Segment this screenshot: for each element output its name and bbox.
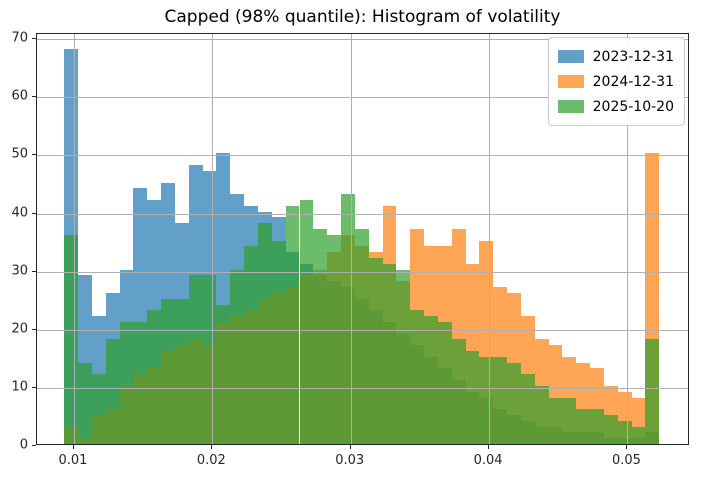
histogram-bar-2025-10-20-bin10	[202, 275, 217, 444]
histogram-bar-2025-10-20-bin13	[244, 246, 258, 444]
histogram-bar-2025-10-20-bin25	[410, 310, 425, 444]
histogram-bar-2025-10-20-bin40	[617, 420, 632, 444]
histogram-bar-2025-10-20-bin2	[91, 374, 106, 444]
y-tick-mark-20	[32, 328, 36, 330]
y-tick-label-10: 10	[11, 379, 28, 395]
histogram-bar-2025-10-20-bin12	[230, 269, 245, 444]
y-tick-mark-0	[32, 445, 36, 446]
histogram-bar-2025-10-20-bin38	[590, 409, 604, 444]
histogram-bar-2025-10-20-bin41	[631, 426, 646, 444]
histogram-bar-2025-10-20-bin34	[534, 385, 549, 444]
histogram-bar-2025-10-20-bin30	[479, 356, 494, 444]
y-tick-label-30: 30	[11, 263, 28, 279]
histogram-bar-2025-10-20-bin19	[327, 234, 341, 444]
x-tick-mark-0.01	[72, 445, 74, 449]
legend-item-2023-12-31: 2023-12-31	[557, 44, 674, 69]
histogram-bar-2025-10-20-bin16	[285, 205, 300, 444]
histogram-bar-2025-10-20-bin39	[603, 414, 618, 444]
histogram-bar-2025-10-20-bin24	[396, 269, 411, 444]
legend: 2023-12-31 2024-12-31 2025-10-20	[547, 37, 685, 126]
x-tick-label-0.03: 0.03	[335, 453, 365, 468]
y-tick-label-50: 50	[11, 146, 28, 162]
y-tick-mark-50	[32, 154, 36, 156]
histogram-bar-2025-10-20-bin0	[64, 234, 79, 444]
histogram-bar-2025-10-20-bin33	[520, 374, 535, 444]
histogram-bar-2025-10-20-bin18	[313, 229, 328, 444]
histogram-bar-2025-10-20-bin14	[257, 223, 272, 444]
histogram-bar-2025-10-20-bin7	[161, 298, 175, 444]
y-tick-label-40: 40	[11, 205, 28, 221]
histogram-bar-2025-10-20-bin1	[78, 362, 92, 444]
histogram-bar-2025-10-20-bin21	[354, 229, 369, 444]
histogram-bar-2025-10-20-bin26	[424, 316, 438, 444]
y-tick-mark-60	[32, 96, 36, 98]
x-tick-label-0.05: 0.05	[611, 453, 641, 468]
legend-label: 2023-12-31	[592, 48, 674, 65]
histogram-bar-2025-10-20-bin42	[645, 339, 660, 444]
y-tick-label-0: 0	[19, 437, 28, 453]
histogram-bar-2025-10-20-bin27	[437, 321, 452, 444]
y-tick-label-20: 20	[11, 321, 28, 337]
histogram-bar-2025-10-20-bin32	[507, 362, 521, 444]
legend-label: 2025-10-20	[592, 98, 674, 115]
y-tick-label-60: 60	[11, 88, 28, 104]
legend-swatch-2024-12-31	[557, 75, 584, 88]
histogram-bar-2025-10-20-bin8	[174, 298, 189, 444]
histogram-bar-2025-10-20-bin22	[368, 258, 383, 444]
histogram-bar-2025-10-20-bin9	[188, 275, 203, 444]
x-tick-mark-0.04	[488, 445, 490, 449]
histogram-bar-2025-10-20-bin15	[271, 240, 286, 444]
x-tick-label-0.01: 0.01	[58, 453, 88, 468]
histogram-bar-2025-10-20-bin23	[382, 263, 397, 444]
legend-swatch-2023-12-31	[557, 50, 584, 63]
x-tick-mark-0.02	[211, 445, 213, 449]
histogram-bar-2025-10-20-bin4	[119, 321, 134, 444]
x-tick-mark-0.03	[349, 445, 351, 449]
histogram-bar-2025-10-20-bin11	[216, 304, 231, 444]
histogram-bar-2025-10-20-bin20	[341, 194, 355, 444]
histogram-bar-2025-10-20-bin36	[562, 397, 577, 444]
histogram-bar-2025-10-20-bin3	[105, 339, 120, 444]
legend-item-2025-10-20: 2025-10-20	[557, 94, 674, 119]
histogram-bar-2025-10-20-bin31	[493, 356, 508, 444]
histogram-bar-2025-10-20-bin6	[147, 310, 162, 444]
histogram-bar-2025-10-20-bin37	[576, 409, 591, 444]
legend-item-2024-12-31: 2024-12-31	[557, 69, 674, 94]
y-tick-mark-30	[32, 270, 36, 272]
x-tick-mark-0.05	[626, 445, 628, 449]
x-tick-label-0.04: 0.04	[473, 453, 503, 468]
y-tick-label-70: 70	[11, 30, 28, 46]
y-tick-mark-70	[32, 38, 36, 40]
histogram-bar-2025-10-20-bin29	[465, 351, 480, 444]
histogram-bar-2025-10-20-bin5	[133, 321, 148, 444]
histogram-bar-2025-10-20-bin35	[548, 397, 563, 444]
histogram-bar-2025-10-20-bin17	[299, 199, 314, 444]
legend-swatch-2025-10-20	[557, 100, 584, 113]
x-tick-label-0.02: 0.02	[196, 453, 226, 468]
chart-title: Capped (98% quantile): Histogram of vola…	[164, 7, 561, 27]
histogram-bar-2025-10-20-bin28	[451, 339, 466, 444]
legend-label: 2024-12-31	[592, 73, 674, 90]
y-tick-mark-40	[32, 212, 36, 214]
y-tick-mark-10	[32, 386, 36, 388]
